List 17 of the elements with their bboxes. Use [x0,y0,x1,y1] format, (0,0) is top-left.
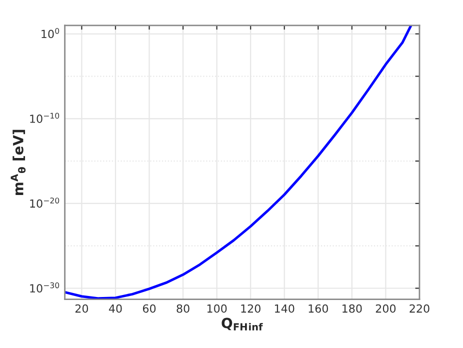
x-tick-label: 140 [274,304,294,313]
x-tick-label: 200 [376,304,396,313]
x-tick-label: 100 [207,304,227,313]
y-axis-title: m$^{A}$$_{θ}$ [eV] [10,130,26,195]
x-tick-label: 220 [410,304,430,313]
x-tick-label: 160 [308,304,328,313]
x-tick-label: 40 [108,304,122,313]
x-axis-title: Q$_{FHinf}$ [222,318,263,330]
y-tick-label: 10$^{−10}$ [30,112,60,123]
x-tick-label: 20 [75,304,88,313]
x-tick-label: 60 [142,304,156,313]
y-tick-label: 10$^{−30}$ [30,282,60,293]
x-tick-label: 180 [342,304,362,313]
x-tick-label: 120 [241,304,260,313]
y-tick-label: 10$^{−20}$ [30,198,60,208]
x-tick-label: 80 [176,304,190,313]
y-tick-label: 10$^{0}$ [42,28,60,38]
